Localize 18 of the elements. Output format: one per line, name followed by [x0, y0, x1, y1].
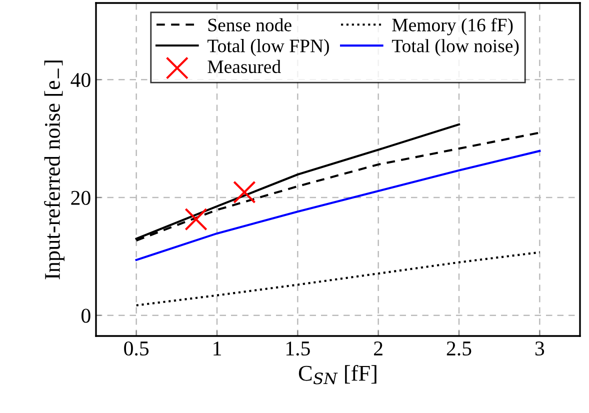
line-series — [135, 150, 541, 262]
legend-label: Measured — [208, 60, 281, 74]
x-tick-label: 3 — [535, 342, 544, 356]
y-tick-label: 0 — [82, 308, 90, 323]
legend-label: Sense node — [208, 18, 292, 32]
y-axis-title: Input-referred noise [e$_{−}$] — [44, 60, 64, 280]
y-tick-label: 20 — [71, 190, 90, 205]
legend-label: Total (low FPN) — [207, 39, 329, 56]
legend-label: Total (low noise) — [392, 39, 519, 56]
x-tick-label: 2 — [374, 342, 382, 356]
x-axis-title: C$_{SN}$ [fF] — [298, 364, 376, 384]
x-tick-label: 2.5 — [446, 342, 472, 356]
x-tick-label: 0.5 — [124, 341, 149, 356]
line-series — [135, 251, 541, 306]
legend-label: Memory (16 fF) — [392, 18, 513, 36]
y-tick-label: 40 — [70, 72, 90, 88]
x-tick-label: 1.5 — [286, 342, 310, 356]
x-tick-label: 1 — [214, 342, 221, 356]
